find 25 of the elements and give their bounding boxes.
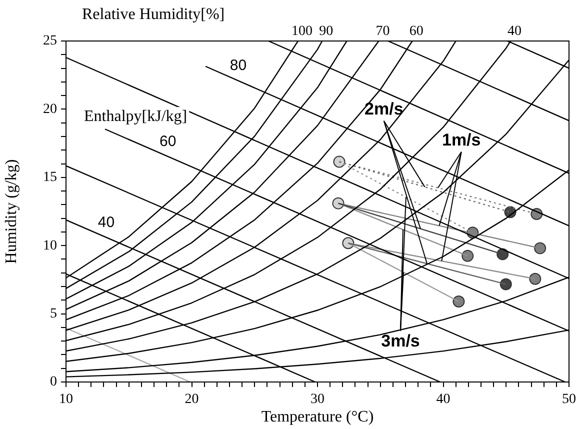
x-tick-label: 20	[184, 392, 199, 408]
x-tick-label: 50	[562, 392, 576, 408]
text: Relative Humidity[%]	[82, 6, 225, 23]
y-tick-label: 10	[43, 238, 57, 254]
y-axis-title: Humidity (g/kg)	[2, 159, 20, 264]
y-tick-label: 20	[43, 102, 57, 117]
x-tick-label: 40	[436, 392, 450, 408]
annotation: 40	[508, 24, 522, 39]
annotation: 70	[376, 24, 390, 39]
x-tick-label: 30	[310, 392, 324, 408]
annotation: 1m/s	[442, 130, 481, 150]
y-tick-label: 5	[50, 306, 57, 322]
annotation: 80	[230, 57, 247, 74]
annotation: 60	[160, 133, 176, 150]
y-tick-label: 25	[43, 34, 57, 49]
y-tick-label: 15	[43, 170, 57, 186]
annotation: 40	[98, 214, 115, 231]
annotation: 60	[409, 24, 424, 39]
y-tick-label: 0	[50, 374, 57, 390]
annotation: 2m/s	[364, 100, 404, 119]
annotation: 90	[319, 24, 334, 39]
annotation: Enthalpy[kJ/kg]	[84, 108, 188, 125]
annotation: 100	[292, 24, 313, 39]
x-axis-title: Temperature (°C)	[261, 408, 374, 426]
annotation: 3m/s	[381, 331, 420, 350]
